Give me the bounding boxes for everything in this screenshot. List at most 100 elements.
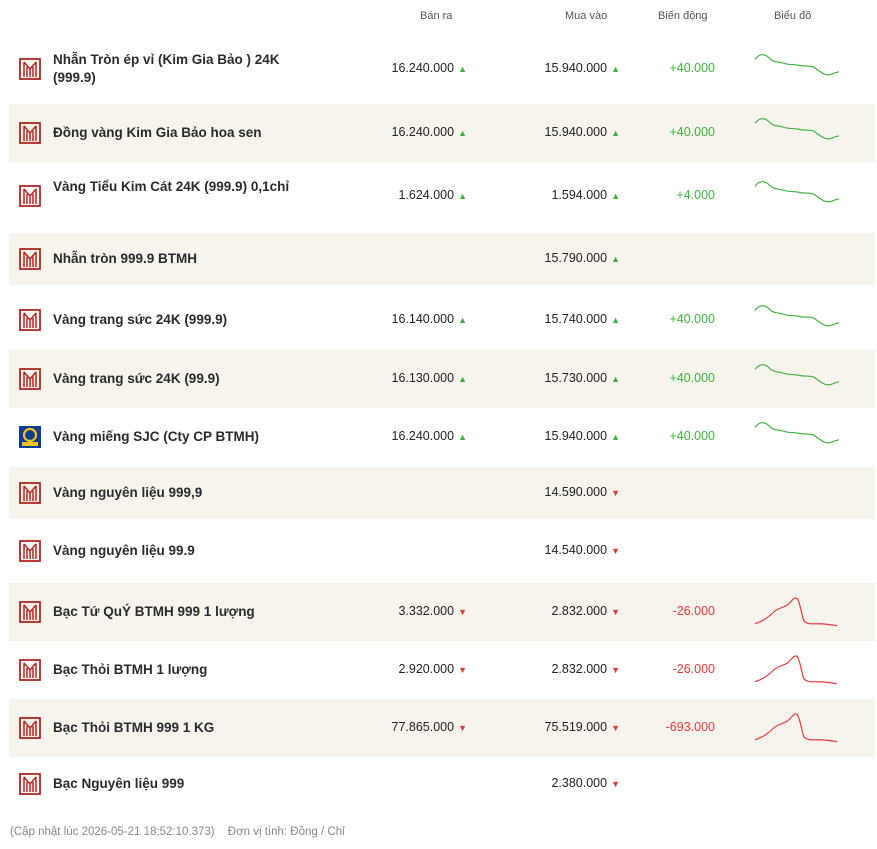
buy-price: 15.730.000 ▲ — [545, 371, 620, 385]
product-name: Vàng nguyên liệu 999,9 — [53, 485, 203, 500]
price-change: -26.000 — [672, 662, 715, 676]
table-row[interactable]: Bạc Thỏi BTMH 999 1 KG 77.865.000 ▼ 75.519.… — [9, 699, 875, 757]
table-row[interactable]: Vàng Tiểu Kim Cát 24K (999.9) 0,1chỉ 1.62… — [9, 166, 875, 225]
sjc-logo-icon — [19, 426, 41, 448]
sell-price: 16.240.000 ▲ — [392, 429, 467, 443]
sparkline-path — [754, 118, 840, 140]
buy-price: 15.940.000 ▲ — [545, 61, 620, 75]
btmh-logo-icon — [19, 58, 41, 80]
table-row[interactable]: Bạc Tứ QuÝ BTMH 999 1 lượng 3.332.000 ▼ 2.8… — [9, 583, 875, 641]
price-change: +40.000 — [669, 125, 715, 139]
buy-price-value: 15.940.000 — [544, 61, 608, 75]
sparkline-path — [754, 54, 840, 76]
buy-price: 14.540.000 ▼ — [545, 543, 620, 557]
arrow-down-icon: ▼ — [611, 546, 620, 556]
table-row[interactable]: Vàng nguyên liệu 999,9 14.590.000 ▼ — [9, 467, 875, 519]
sparkline-path — [754, 422, 840, 444]
buy-price-value: 14.590.000 — [544, 485, 608, 499]
btmh-logo-icon — [19, 540, 41, 562]
arrow-down-icon: ▼ — [611, 723, 620, 733]
btmh-logo-icon — [19, 248, 41, 270]
price-change: +40.000 — [669, 61, 715, 75]
sparkline-chart[interactable] — [753, 302, 841, 338]
header-change: Biến động — [658, 10, 708, 22]
buy-price-value: 15.940.000 — [544, 125, 608, 139]
price-change: +4.000 — [676, 187, 715, 202]
btmh-logo-icon — [19, 482, 41, 504]
sparkline-chart[interactable] — [753, 419, 841, 455]
unit-label: Đơn vị tính: Đồng / Chỉ — [227, 826, 345, 838]
buy-price-value: 14.540.000 — [544, 543, 608, 557]
buy-price-value: 15.790.000 — [544, 251, 608, 265]
arrow-up-icon: ▲ — [458, 315, 467, 325]
arrow-down-icon: ▼ — [458, 607, 467, 617]
sparkline-path — [754, 655, 838, 685]
sparkline-chart[interactable] — [753, 361, 841, 397]
arrow-down-icon: ▼ — [611, 607, 620, 617]
header-buy: Mua vào — [565, 10, 608, 22]
buy-price-value: 1.594.000 — [551, 187, 608, 202]
sell-price-value: 16.240.000 — [391, 429, 455, 443]
sparkline-chart[interactable] — [753, 652, 841, 688]
buy-price: 14.590.000 ▼ — [545, 485, 620, 499]
arrow-up-icon: ▲ — [611, 432, 620, 442]
table-row[interactable]: Đồng vàng Kim Gia Bảo hoa sen 16.240.000 ▲… — [9, 104, 875, 162]
product-name: Bạc Tứ QuÝ BTMH 999 1 lượng — [53, 604, 255, 619]
table-row[interactable]: Vàng trang sức 24K (999.9) 16.140.000 ▲ 15.… — [9, 291, 875, 349]
sell-price-value: 2.920.000 — [398, 662, 455, 676]
price-change: +40.000 — [669, 429, 715, 443]
sparkline-chart[interactable] — [753, 51, 841, 87]
btmh-logo-icon — [19, 309, 41, 331]
table-row[interactable]: Nhẫn tròn 999.9 BTMH 15.790.000 ▲ — [9, 233, 875, 285]
buy-price-value: 2.380.000 — [551, 776, 608, 790]
table-row[interactable]: Nhẫn Tròn ép vỉ (Kim Gia Bảo ) 24K (999.… — [9, 40, 875, 98]
table-row[interactable]: Vàng miếng SJC (Cty CP BTMH) 16.240.000 ▲ 1… — [9, 408, 875, 466]
table-row[interactable]: Bạc Nguyên liệu 999 2.380.000 ▼ — [9, 758, 875, 810]
buy-price-value: 15.740.000 — [544, 312, 608, 326]
sparkline-chart[interactable] — [753, 178, 841, 214]
arrow-down-icon: ▼ — [458, 665, 467, 675]
product-name: Nhẫn Tròn ép vỉ (Kim Gia Bảo ) 24K (999.… — [53, 52, 280, 85]
sparkline-path — [754, 713, 838, 743]
buy-price-value: 15.940.000 — [544, 429, 608, 443]
sell-price-value: 16.140.000 — [391, 312, 455, 326]
arrow-down-icon: ▼ — [611, 779, 620, 789]
product-name: Bạc Nguyên liệu 999 — [53, 776, 185, 791]
update-time: (Cập nhật lúc 2026-05-21 18:52:10.373) — [10, 826, 215, 838]
sparkline-chart[interactable] — [753, 710, 841, 746]
product-name: Vàng nguyên liệu 99.9 — [53, 543, 195, 558]
arrow-up-icon: ▲ — [611, 374, 620, 384]
product-name: Vàng Tiểu Kim Cát 24K (999.9) 0,1chỉ — [53, 178, 290, 194]
product-name: Đồng vàng Kim Gia Bảo hoa sen — [53, 125, 262, 140]
arrow-up-icon: ▲ — [458, 64, 467, 74]
sell-price-value: 16.240.000 — [391, 61, 455, 75]
product-name: Bạc Thỏi BTMH 999 1 KG — [53, 720, 215, 735]
sell-price: 2.920.000 ▼ — [398, 662, 467, 676]
buy-price-value: 2.832.000 — [551, 662, 608, 676]
buy-price: 2.380.000 ▼ — [551, 776, 620, 790]
sell-price-value: 16.240.000 — [391, 125, 455, 139]
sparkline-chart[interactable] — [753, 594, 841, 630]
buy-price: 2.832.000 ▼ — [551, 604, 620, 618]
sell-price: 16.140.000 ▲ — [392, 312, 467, 326]
btmh-logo-icon — [19, 717, 41, 739]
table-row[interactable]: Vàng nguyên liệu 99.9 14.540.000 ▼ — [9, 525, 875, 577]
buy-price: 1.594.000 ▲ — [551, 188, 620, 202]
sell-price: 16.240.000 ▲ — [392, 61, 467, 75]
product-name: Nhẫn tròn 999.9 BTMH — [53, 251, 198, 266]
table-row[interactable]: Bạc Thỏi BTMH 1 lượng 2.920.000 ▼ 2.832.000… — [9, 641, 875, 699]
buy-price: 15.940.000 ▲ — [545, 429, 620, 443]
table-row[interactable]: Vàng trang sức 24K (99.9) 16.130.000 ▲ 15.7… — [9, 350, 875, 408]
btmh-logo-icon — [19, 368, 41, 390]
sell-price-value: 3.332.000 — [398, 604, 455, 618]
arrow-down-icon: ▼ — [611, 665, 620, 675]
price-change: -26.000 — [672, 604, 715, 618]
product-name: Vàng trang sức 24K (99.9) — [53, 371, 220, 386]
buy-price: 75.519.000 ▼ — [545, 720, 620, 734]
arrow-up-icon: ▲ — [611, 254, 620, 264]
btmh-logo-icon — [19, 122, 41, 144]
arrow-up-icon: ▲ — [458, 190, 467, 201]
buy-price: 2.832.000 ▼ — [551, 662, 620, 676]
sparkline-chart[interactable] — [753, 115, 841, 151]
btmh-logo-icon — [19, 659, 41, 681]
